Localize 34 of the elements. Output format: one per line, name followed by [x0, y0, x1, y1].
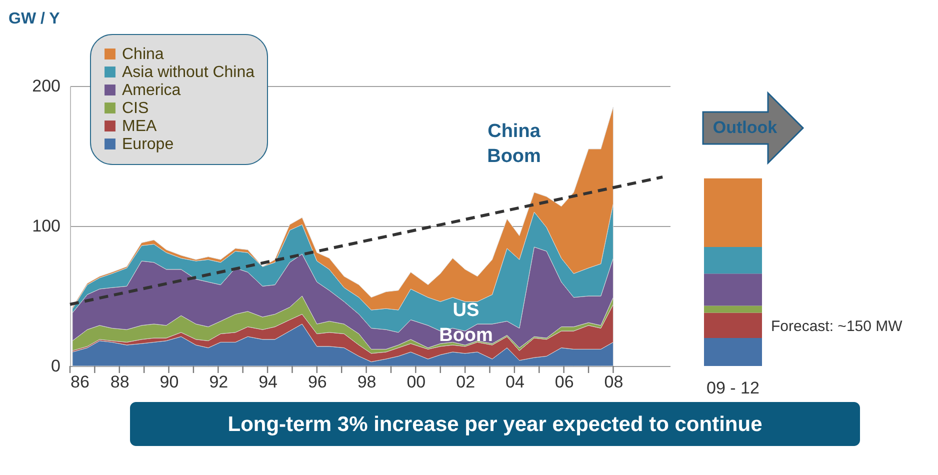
x-tick-label: 88 — [110, 372, 130, 392]
y-tick-label: 0 — [51, 356, 60, 376]
x-tick-label: 09 - 12 — [706, 378, 760, 398]
annotation: China Boom — [487, 120, 541, 167]
annotation: US Boom — [439, 300, 493, 346]
bar — [704, 338, 762, 366]
legend-label: Asia without China — [122, 64, 255, 81]
annotation: Outlook — [712, 118, 778, 137]
legend-label: MEA — [122, 118, 157, 135]
x-tick-label: 04 — [505, 372, 524, 392]
x-tick-label: 08 — [604, 372, 624, 392]
text: Long-term 3% increase per year expected to continue — [228, 413, 762, 436]
x-tick-label: 00 — [406, 372, 426, 392]
x-tick-label: 02 — [456, 372, 476, 392]
y-axis-title: GW / Y — [8, 10, 60, 28]
x-tick-label: 06 — [554, 372, 574, 392]
x-tick-label: 98 — [357, 372, 376, 392]
legend-label: China — [122, 46, 164, 63]
x-tick-label: 96 — [308, 372, 327, 392]
legend-label: Europe — [122, 136, 174, 153]
x-tick-label: 90 — [160, 372, 179, 392]
bar — [704, 274, 762, 306]
bar — [704, 178, 762, 247]
x-tick-label: 94 — [258, 372, 278, 392]
y-tick-label: 100 — [32, 216, 60, 236]
bar — [704, 247, 762, 274]
legend-label: America — [122, 82, 181, 99]
x-tick-label: 92 — [209, 372, 228, 392]
y-tick-label: 200 — [32, 76, 60, 96]
bar — [704, 306, 762, 313]
x-tick-label: 86 — [70, 372, 90, 392]
bar — [704, 312, 762, 338]
text: Forecast: ~150 MW — [771, 318, 904, 335]
legend-label: CIS — [122, 100, 149, 117]
